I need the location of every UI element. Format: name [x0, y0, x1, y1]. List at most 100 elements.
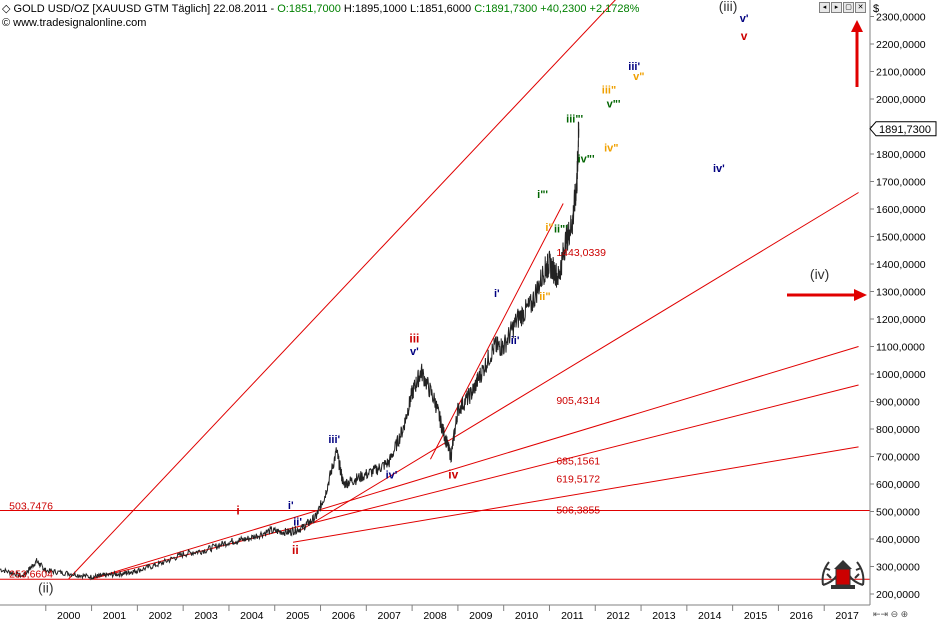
open-value: O:1851,7000 [277, 3, 341, 15]
wave-label: v' [740, 13, 749, 25]
y-tick-label: 600,0000 [876, 479, 920, 491]
x-tick-label: 2004 [240, 610, 264, 622]
price-line [0, 121, 580, 581]
x-tick-label: 2009 [469, 610, 493, 622]
wave-label: iii"' [566, 113, 583, 125]
logo-emblem [821, 560, 865, 589]
up-arrow-head [851, 20, 863, 32]
window-buttons: ◂ ▸ ▢ ✕ [819, 2, 866, 13]
wave-label: v"' [607, 98, 621, 110]
level-label: 905,4314 [556, 395, 600, 407]
y-tick-label: 500,0000 [876, 507, 920, 519]
wave-label: i [236, 503, 239, 517]
close-icon[interactable]: ✕ [855, 2, 866, 13]
wave-label: (ii) [38, 580, 54, 596]
date-label: 22.08.2011 [213, 3, 268, 15]
y-tick-label: 2000,0000 [876, 94, 926, 106]
right-arrow-head [854, 289, 867, 301]
level-label: 253,6604 [9, 568, 53, 580]
y-tick-label: 700,0000 [876, 452, 920, 464]
y-tick-label: 1300,0000 [876, 287, 926, 299]
y-tick-label: 2300,0000 [876, 12, 926, 24]
symbol-label: GOLD USD/OZ [XAUUSD GTM Täglich] [13, 3, 211, 15]
y-tick-label: 1700,0000 [876, 177, 926, 189]
trendline [297, 192, 859, 533]
y-tick-label: 200,0000 [876, 589, 920, 601]
level-label: 685,1561 [556, 456, 600, 468]
level-label: 506,3855 [556, 505, 600, 517]
wave-label: iv' [386, 470, 398, 482]
level-label: 503,7476 [9, 500, 53, 512]
y-tick-label: 1000,0000 [876, 369, 926, 381]
maximize-icon[interactable]: ▢ [843, 2, 854, 13]
wave-label: iii' [628, 61, 640, 73]
scroll-right-icon[interactable]: ▸ [831, 2, 842, 13]
last-price-marker: 1891,7300 [869, 121, 937, 137]
expand-icon[interactable]: ◇ [2, 3, 11, 15]
x-tick-label: 2013 [652, 610, 676, 622]
wave-label: i' [494, 288, 500, 300]
copyright-label: © www.tradesignalonline.com [2, 17, 147, 29]
wave-label: ii' [293, 516, 302, 528]
level-labels: 1443,0339 905,4314 685,1561 619,5172 506,385… [9, 247, 606, 580]
y-tick-label: 1100,0000 [876, 342, 925, 354]
x-tick-label: 2001 [103, 610, 127, 622]
y-tick-label: 1800,0000 [876, 149, 926, 161]
wave-label: iv' [713, 163, 725, 175]
x-tick-label: 2017 [835, 610, 859, 622]
level-label: 619,5172 [556, 474, 600, 486]
y-tick-label: 300,0000 [876, 562, 920, 574]
trendline [91, 346, 859, 580]
close-change-value: C:1891,7300 +40,2300 +2,1728% [474, 3, 640, 15]
x-tick-label: 2006 [332, 610, 356, 622]
wave-label: v" [633, 71, 644, 83]
y-tick-label: 2200,0000 [876, 39, 926, 51]
wave-label: iii' [328, 434, 340, 446]
wave-label: ii' [511, 335, 520, 347]
y-tick-label: 1200,0000 [876, 314, 926, 326]
x-tick-label: 2010 [515, 610, 539, 622]
x-tick-label: 2008 [423, 610, 447, 622]
x-tick-label: 2003 [194, 610, 218, 622]
wave-label: i' [288, 500, 294, 512]
low-value: L:1851,6000 [409, 3, 472, 15]
last-price-label: 1891,7300 [879, 124, 931, 136]
wave-label: ii"' [554, 223, 568, 235]
wave-label: iv"' [578, 153, 595, 165]
wave-label: iv [448, 468, 458, 482]
scroll-left-icon[interactable]: ◂ [819, 2, 830, 13]
wave-label: (iii) [719, 0, 738, 14]
y-tick-label: 1600,0000 [876, 204, 926, 216]
wave-annotations: iiiiiiivvi'ii'iii'iv'v'i'ii'iii'iv'v'i"i… [38, 0, 829, 596]
plot-area [0, 0, 870, 605]
x-tick-label: 2007 [378, 610, 402, 622]
x-tick-label: 2015 [744, 610, 768, 622]
high-value: H:1895,1000 [343, 3, 407, 15]
wave-label: iii" [602, 85, 616, 97]
svg-text:⇤⇥ ⊖ ⊕: ⇤⇥ ⊖ ⊕ [873, 609, 908, 619]
currency-symbol: $ [873, 3, 879, 15]
y-tick-label: 400,0000 [876, 534, 920, 546]
wave-label: iii [409, 331, 419, 345]
wave-label: ii" [539, 291, 550, 303]
x-axis: 2000 2001 2002 2003 2004 2005 2006 2007 2008 2009… [45, 605, 859, 622]
x-tick-label: 2002 [149, 610, 173, 622]
wave-label: v' [410, 346, 419, 358]
x-tick-label: 2012 [606, 610, 630, 622]
trendline [68, 0, 616, 580]
wave-label: i"' [537, 189, 548, 201]
y-tick-label: 800,0000 [876, 424, 920, 436]
wave-label: (iv) [810, 266, 829, 282]
scroll-controls[interactable]: ⇤⇥ ⊖ ⊕ [873, 609, 908, 619]
y-tick-label: 900,0000 [876, 397, 920, 409]
y-axis: 200,0000 300,0000 400,0000 500,0000 600,0000… [870, 12, 926, 601]
y-tick-label: 1400,0000 [876, 259, 926, 271]
wave-label: i" [545, 222, 553, 234]
y-tick-label: 1500,0000 [876, 232, 926, 244]
x-tick-label: 2005 [286, 610, 310, 622]
horizontal-levels [0, 509, 870, 580]
price-series [0, 121, 580, 581]
chart-header: ◇ GOLD USD/OZ [XAUUSD GTM Täglich] 22.08… [2, 3, 640, 15]
